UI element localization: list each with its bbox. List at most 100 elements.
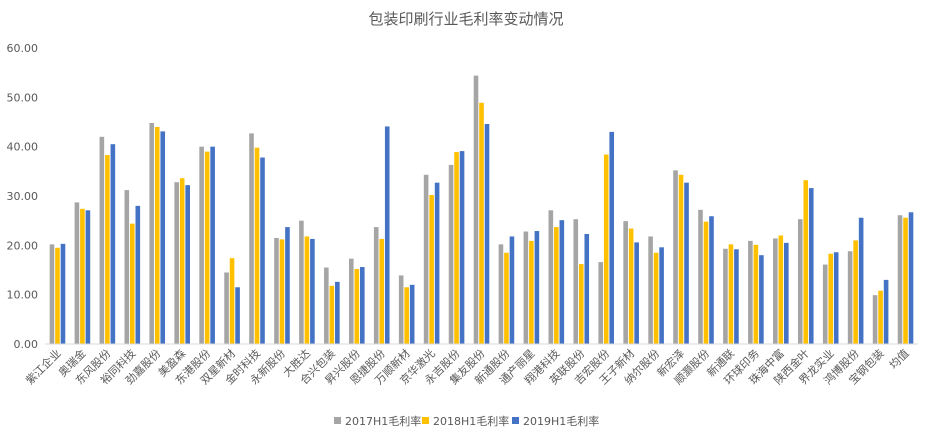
bar-2-8	[229, 258, 235, 344]
bar-2-15	[404, 287, 409, 344]
bar-1-21	[548, 210, 554, 344]
bar-3-21	[559, 220, 565, 344]
bar-1-16	[423, 174, 429, 344]
bar-3-15	[409, 284, 415, 344]
bar-2-2	[80, 208, 85, 344]
bar-1-18	[473, 75, 479, 344]
bar-1-8	[224, 272, 229, 344]
bar-1-28	[723, 248, 728, 344]
bar-1-14	[373, 227, 379, 344]
bar-3-30	[784, 242, 789, 344]
bar-3-32	[833, 252, 839, 344]
bar-1-35	[897, 215, 903, 344]
bar-3-34	[883, 279, 889, 344]
bar-2-27	[703, 221, 709, 344]
bar-2-6	[179, 178, 185, 344]
legend-swatch-1	[334, 417, 341, 424]
legend-swatch-2	[422, 417, 429, 424]
bar-3-1	[60, 243, 66, 344]
bar-1-29	[748, 240, 753, 344]
bar-1-7	[199, 146, 204, 344]
bar-3-23	[609, 131, 615, 344]
bar-1-11	[299, 220, 304, 344]
y-tick-label: 50.00	[7, 91, 39, 104]
bar-1-19	[498, 244, 504, 344]
bar-2-4	[130, 223, 135, 344]
bar-1-32	[822, 264, 828, 344]
bar-3-22	[584, 233, 590, 344]
bar-3-6	[185, 185, 190, 344]
bar-2-19	[504, 252, 509, 344]
bar-3-20	[534, 231, 540, 344]
bar-2-16	[429, 195, 434, 344]
bar-3-29	[759, 255, 764, 344]
bar-2-21	[554, 227, 559, 344]
bar-1-6	[174, 182, 179, 344]
bar-3-28	[734, 249, 739, 344]
bar-1-27	[698, 209, 703, 344]
bar-3-33	[858, 217, 864, 344]
bar-3-3	[110, 144, 116, 344]
y-tick-label: 10.00	[7, 289, 39, 302]
legend-swatch-3	[512, 417, 519, 424]
bar-2-29	[753, 244, 759, 344]
bar-1-20	[523, 231, 529, 344]
bar-2-10	[279, 239, 285, 344]
bar-2-18	[479, 102, 484, 344]
bar-2-22	[578, 264, 584, 344]
bar-1-15	[398, 275, 404, 344]
bar-3-24	[634, 242, 639, 344]
legend-label: 2017H1毛利率	[345, 414, 421, 428]
bar-1-23	[598, 262, 604, 344]
bar-1-5	[149, 122, 155, 345]
bar-1-10	[274, 237, 279, 344]
bars	[49, 75, 914, 345]
bar-2-23	[603, 154, 609, 344]
bar-3-26	[684, 182, 689, 344]
bar-3-9	[260, 157, 265, 344]
bar-2-12	[329, 285, 335, 344]
y-tick-label: 30.00	[7, 190, 39, 203]
bar-1-30	[773, 238, 778, 344]
bar-3-31	[808, 188, 814, 344]
bar-3-19	[509, 236, 515, 344]
bar-2-24	[628, 228, 634, 344]
bar-1-4	[124, 190, 130, 344]
bar-1-25	[648, 236, 653, 344]
y-tick-label: 0.00	[14, 338, 39, 351]
bar-2-32	[828, 253, 833, 344]
bar-3-7	[210, 146, 215, 344]
bar-2-31	[803, 180, 809, 344]
bar-2-1	[55, 247, 60, 344]
bar-2-11	[304, 236, 310, 344]
bar-3-12	[335, 281, 340, 344]
bar-2-35	[903, 217, 908, 344]
bar-2-5	[154, 126, 160, 345]
y-tick-label: 20.00	[7, 239, 39, 252]
bar-1-34	[872, 295, 878, 344]
bar-1-2	[74, 202, 80, 344]
bar-2-7	[204, 151, 210, 344]
bar-1-26	[673, 170, 678, 344]
bar-2-33	[853, 240, 858, 344]
y-tick-label: 60.00	[7, 42, 39, 55]
bar-3-11	[310, 238, 315, 344]
bar-3-10	[285, 227, 290, 344]
chart-title: 包装印刷行业毛利率变动情况	[368, 10, 563, 28]
bar-2-3	[105, 155, 110, 344]
legend-label: 2019H1毛利率	[523, 414, 599, 428]
bar-3-16	[434, 182, 440, 344]
bar-3-8	[235, 287, 240, 344]
bar-3-13	[359, 267, 365, 344]
bar-2-13	[354, 269, 360, 344]
y-tick-label: 40.00	[7, 141, 39, 154]
bar-3-17	[459, 151, 465, 344]
bar-2-9	[254, 147, 260, 344]
bar-1-31	[797, 219, 803, 344]
bar-3-5	[160, 131, 166, 344]
bar-2-28	[728, 244, 734, 344]
bar-3-27	[709, 216, 714, 344]
bar-1-13	[348, 258, 354, 344]
bar-1-24	[623, 221, 628, 344]
bar-1-17	[448, 164, 454, 344]
